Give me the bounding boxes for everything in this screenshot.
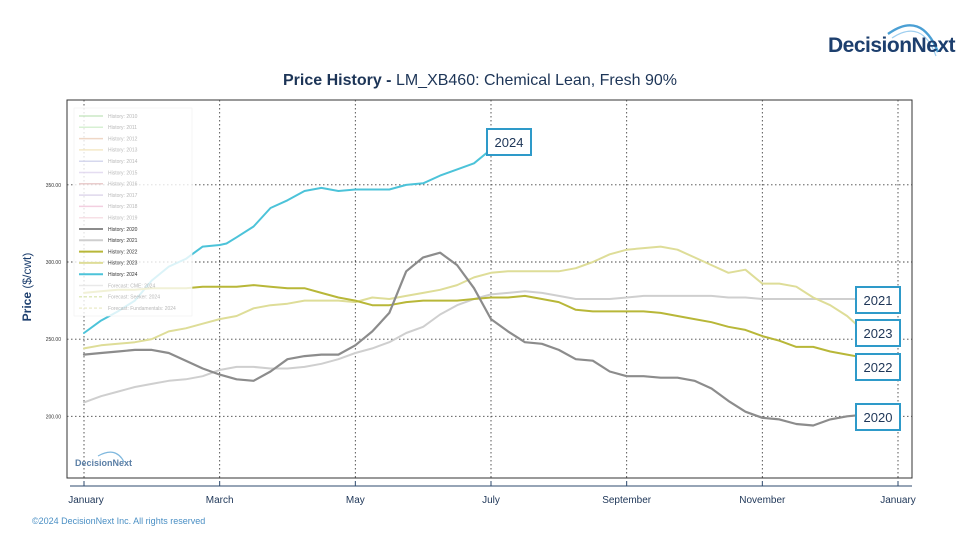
series-line-2023: [83, 245, 882, 350]
year-label-box: [855, 403, 901, 431]
legend-label: History: 2010: [108, 114, 138, 120]
chart-title-rest: LM_XB460: Chemical Lean, Fresh 90%: [395, 72, 677, 89]
copyright-text: ©2024 DecisionNext Inc. All rights reser…: [32, 516, 206, 526]
legend-label: Forecast: Seeker: 2024: [108, 295, 160, 301]
legend-label: History: 2016: [108, 182, 138, 188]
year-label-2020: 2020: [855, 403, 901, 431]
legend-label: History: 2015: [108, 170, 138, 176]
legend-label: History: 2021: [108, 238, 138, 244]
brand-name: DecisionNext: [828, 34, 956, 57]
watermark-text: DecisionNext: [75, 458, 132, 468]
year-label-2022: 2022: [855, 353, 901, 381]
year-label-text: 2023: [864, 326, 893, 341]
x-tick-label: November: [739, 495, 786, 506]
legend-label: History: 2019: [108, 216, 138, 222]
year-label-text: 2021: [864, 293, 893, 308]
legend-label: History: 2012: [108, 136, 138, 142]
legend-label: Forecast: CME: 2024: [108, 283, 155, 289]
year-label-box: [855, 286, 901, 314]
x-tick-label: May: [346, 495, 365, 506]
x-tick-label: January: [68, 495, 104, 506]
year-label-2024: 2024: [486, 128, 532, 156]
legend-label: History: 2011: [108, 125, 137, 131]
year-label-box: [855, 353, 901, 381]
x-tick-label: January: [880, 495, 916, 506]
legend-label: History: 2013: [108, 148, 138, 154]
y-tick-label: 300.00: [46, 260, 62, 266]
year-label-box: [486, 128, 532, 156]
legend-label: History: 2022: [108, 249, 138, 255]
legend-label: Forecast: Fundamentals: 2024: [108, 306, 176, 312]
plot-frame: [66, 99, 913, 479]
legend-label: History: 2017: [108, 193, 138, 199]
brand-logo: DecisionNext: [826, 16, 956, 72]
legend-label: History: 2023: [108, 261, 138, 267]
year-label-text: 2024: [495, 135, 524, 150]
year-label-2023: 2023: [855, 319, 901, 347]
y-tick-label: 250.00: [46, 337, 62, 343]
chart-title-bold: Price History -: [283, 72, 392, 89]
y-tick-label: 200.00: [46, 414, 62, 420]
legend-label: History: 2024: [108, 272, 138, 278]
brand-arc-icon: [887, 24, 940, 57]
x-tick-label: September: [602, 495, 652, 506]
year-label-text: 2022: [864, 360, 893, 375]
legend: History: 2010 History: 2011 History: 2012 H…: [73, 107, 193, 317]
watermark-arc-icon: [97, 451, 125, 463]
legend-box: [73, 107, 193, 317]
legend-label: History: 2014: [108, 159, 138, 165]
x-tick-label: July: [482, 495, 500, 506]
year-label-text: 2020: [864, 410, 893, 425]
y-tick-label: 350.00: [46, 183, 62, 189]
x-tick-label: March: [206, 495, 234, 506]
chart-title: Price History - LM_XB460: Chemical Lean,…: [0, 72, 960, 90]
series-line-2020: [82, 251, 883, 427]
legend-label: History: 2018: [108, 204, 138, 210]
legend-label: History: 2020: [108, 227, 138, 233]
series-line-2021: [83, 290, 882, 404]
year-label-2021: 2021: [855, 286, 901, 314]
chart-watermark-logo: DecisionNext: [75, 451, 132, 468]
year-label-box: [855, 319, 901, 347]
series-line-2022: [83, 284, 882, 359]
